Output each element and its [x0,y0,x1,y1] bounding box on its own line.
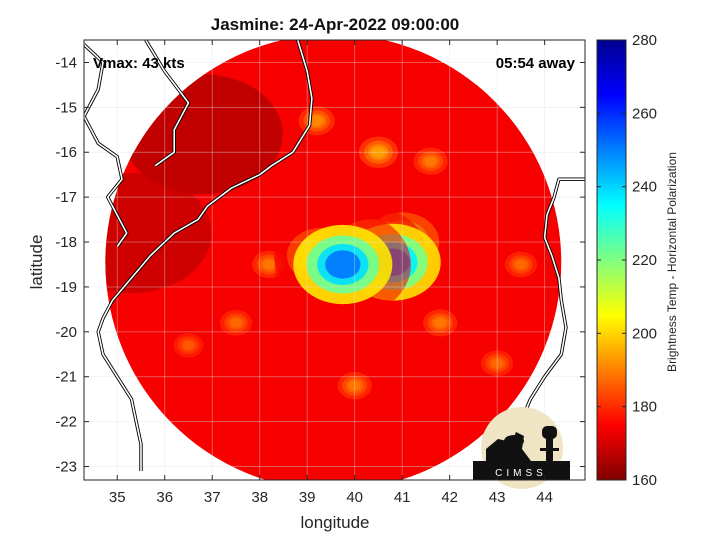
y-tick-label: -15 [55,99,77,116]
cimss-logo-text: CIMSS [495,468,547,479]
coastline [97,40,313,471]
x-tick-label: 38 [251,489,268,506]
x-tick-label: 36 [156,489,173,506]
grid [84,40,585,480]
cold-core-mark [434,317,447,328]
y-tick-label: -17 [55,189,77,206]
colorbar [596,39,627,481]
y-axis: -14 -15 -16 -17 -18 -19 -20 -21 -22 -23 [55,54,585,476]
cold-core-mark [263,259,276,270]
colorbar-tick-label: 160 [632,472,657,489]
coastline [145,40,190,167]
cold-core-mark [515,259,527,270]
colorbar-tick-label: 280 [632,32,657,49]
x-tick-label: 41 [394,489,411,506]
cold-core-mark [310,115,324,126]
y-tick-label: -22 [55,414,77,431]
colorbar-tick-label: 200 [632,325,657,342]
chart-title: Jasmine: 24-Apr-2022 09:00:00 [211,15,460,34]
plot-frame [83,39,586,481]
cold-core-mark [371,146,386,158]
x-tick-label: 42 [441,489,458,506]
cold-core-mark [348,380,361,391]
vmax-label: Vmax: 43 kts [93,55,185,72]
x-tick-label: 40 [346,489,363,506]
warm-region [105,173,212,294]
y-tick-label: -14 [55,54,77,71]
y-tick-label: -20 [55,324,77,341]
y-axis-label: latitude [27,235,46,290]
cold-core-mark [491,358,503,368]
cold-core-mark [230,318,242,328]
cold-core-mark [325,250,361,279]
x-tick-label: 44 [536,489,553,506]
x-tick-label: 43 [489,489,506,506]
x-axis-label: longitude [300,513,369,532]
y-tick-label: -19 [55,279,77,296]
y-tick-label: -16 [55,144,77,161]
y-tick-label: -23 [55,459,77,476]
colorbar-label: Brightness Temp - Horizontal Polarizatio… [665,152,679,372]
y-tick-label: -21 [55,369,77,386]
x-tick-label: 35 [109,489,126,506]
colorbar-tick-label: 240 [632,179,657,196]
time-offset-label: 05:54 away [496,55,576,72]
colorbar-tick-label: 260 [632,105,657,122]
coastline [84,43,128,247]
colorbar-axis: 160 180 200 220 240 260 280 [597,32,657,489]
x-axis: 35 36 37 38 39 40 41 42 43 44 [109,40,553,506]
colorbar-tick-label: 180 [632,399,657,416]
colorbar-tick-label: 220 [632,252,657,269]
cold-core-mark [424,156,437,167]
cold-core-mark [183,341,194,350]
y-tick-label: -18 [55,234,77,251]
x-tick-label: 37 [204,489,221,506]
x-tick-label: 39 [299,489,316,506]
